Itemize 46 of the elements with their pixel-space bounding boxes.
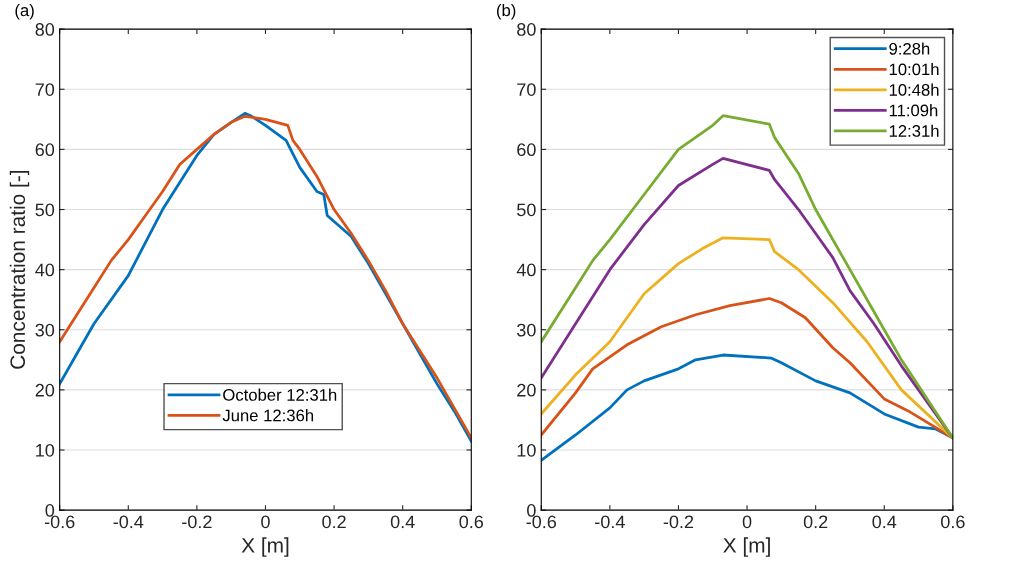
x-tick-label: -0.2 [182,515,212,529]
chart-title: (b) [497,3,516,20]
x-tick-label: 0 [261,515,270,529]
x-tick-label: 0.2 [322,515,346,529]
x-tick-label: -0.2 [663,515,694,529]
x-tick-label: -0.4 [595,515,625,529]
chart-title: (a) [15,3,34,20]
y-tick-label: 0 [45,504,55,517]
legend-label: 9:28h [889,42,930,55]
y-tick-label: 60 [35,143,55,157]
x-tick-label: -0.6 [44,515,75,529]
y-tick-label: 20 [35,383,55,397]
y-tick-label: 70 [517,83,536,96]
y-tick-label: 20 [517,383,536,397]
y-tick-label: 10 [36,443,55,457]
x-tick-label: 0.4 [872,515,897,529]
y-tick-label: 30 [517,323,536,337]
x-tick-label: 0.4 [390,515,415,529]
line-series [541,297,953,440]
y-tick-label: 80 [517,23,536,36]
y-tick-label: 40 [516,263,536,277]
y-tick-label: 60 [517,143,536,157]
line-series [541,236,953,440]
x-tick-label: -0.4 [113,515,144,529]
y-tick-label: 50 [35,203,55,217]
y-tick-label: 70 [35,83,55,96]
y-axis-title: Concentration ratio [-] [9,170,30,369]
y-tick-label: 0 [527,504,536,517]
x-axis-title: X [m] [723,537,770,557]
x-tick-label: 0.6 [941,515,965,529]
x-tick-label: 0.2 [803,515,828,529]
y-tick-label: 10 [517,443,536,457]
x-tick-label: 0 [742,515,752,529]
x-tick-label: -0.6 [526,515,557,529]
y-tick-label: 80 [35,23,55,36]
y-tick-label: 30 [35,323,55,337]
x-axis-title: X [m] [241,537,289,557]
legend-label: June 12:36h [222,409,314,422]
legend-label: 10:48h [889,83,939,96]
legend-label: October 12:31h [223,388,337,401]
legend-label: 11:09h [889,104,938,117]
y-tick-label: 50 [517,203,536,217]
legend-label: 10:01h [889,63,939,76]
x-tick-label: 0.6 [459,515,484,529]
legend-label: 12:31h [889,124,939,137]
y-tick-label: 40 [35,263,55,277]
